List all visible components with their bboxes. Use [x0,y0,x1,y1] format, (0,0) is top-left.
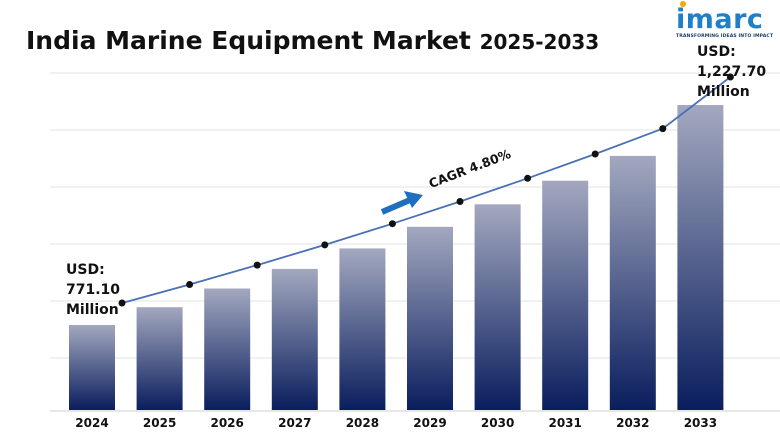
tick-label-2028: 2028 [346,416,379,430]
tick-label-2027: 2027 [278,416,311,430]
bar-2032 [609,155,656,410]
tick-label-2029: 2029 [413,416,446,430]
bar-2030 [474,204,521,410]
logo-tagline: TRANSFORMING IDEAS INTO IMPACT [676,34,774,39]
tick-label-2031: 2031 [548,416,581,430]
trend-marker-2027 [321,241,329,249]
start-value-line-1: USD: [66,262,105,278]
bar-2029 [407,226,453,410]
chart-title: India Marine Equipment Market 2025-2033 [26,26,599,55]
bar-2027 [271,268,318,410]
trend-marker-2026 [253,261,261,269]
trend-marker-2032 [659,125,667,133]
tick-label-2033: 2033 [684,416,717,430]
logo-dot-icon [680,1,686,7]
trend-line [121,76,731,304]
bar-2026 [204,288,251,410]
tick-label-2024: 2024 [75,416,108,430]
start-value-callout: USD: 771.10 Million [66,260,120,320]
tick-label-2032: 2032 [616,416,649,430]
chart-title-years: 2025-2033 [479,30,600,54]
tick-label-2030: 2030 [481,416,514,430]
start-value-line-2: 771.10 [66,282,121,298]
trend-marker-2024 [118,299,126,307]
start-value-line-3: Million [66,302,119,318]
imarc-logo: imarc TRANSFORMING IDEAS INTO IMPACT [676,1,776,44]
bar-2024 [69,325,115,410]
logo-wordmark: imarc [676,4,764,35]
trend-marker-2031 [591,150,599,158]
end-value-callout: USD: 1,227.70 Million [697,42,766,102]
bar-2033 [677,105,724,410]
tick-label-2026: 2026 [210,416,243,430]
trend-marker-2033 [726,73,734,81]
trend-markers [118,73,734,307]
bar-2031 [542,180,589,410]
trend-marker-2029 [456,198,464,205]
bar-2028 [339,248,386,410]
bar-2025 [136,307,183,410]
end-value-line-3: Million [697,84,750,100]
tick-label-2025: 2025 [143,416,176,430]
bars [69,105,724,410]
end-value-line-1: USD: [697,44,736,60]
x-axis-tick-labels: 2024 2025 2026 2027 2028 2029 2030 2031 2032 2033 [75,416,717,430]
trend-marker-2025 [186,281,194,288]
end-value-line-2: 1,227.70 [697,64,767,80]
chart-title-main: India Marine Equipment Market [26,26,471,55]
trend-marker-2030 [524,174,532,182]
cagr-arrow-icon [380,191,423,215]
trend-marker-2028 [388,220,396,228]
